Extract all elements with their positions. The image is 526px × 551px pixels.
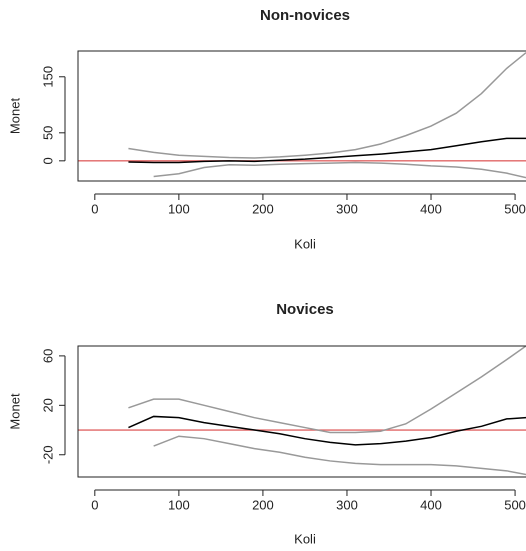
y-tick-label: 150 bbox=[40, 66, 55, 88]
y-tick-label: 50 bbox=[40, 126, 55, 140]
x-tick-label: 400 bbox=[420, 497, 442, 512]
x-tick-label: 200 bbox=[252, 497, 274, 512]
x-tick-label: 500 bbox=[504, 497, 526, 512]
x-tick-label: 0 bbox=[91, 201, 98, 216]
y-tick-label: -20 bbox=[40, 445, 55, 464]
x-tick-label: 100 bbox=[168, 201, 190, 216]
series-line bbox=[128, 137, 526, 164]
plot-frame bbox=[77, 345, 526, 478]
x-tick-label: 200 bbox=[252, 201, 274, 216]
x-axis-label: Koli bbox=[294, 236, 316, 251]
y-axis-label: Monet bbox=[7, 98, 22, 135]
y-tick-label: 60 bbox=[40, 349, 55, 363]
chart-title: Novices bbox=[276, 301, 334, 318]
x-axis-label: Koli bbox=[294, 531, 316, 546]
x-tick-label: 0 bbox=[91, 497, 98, 512]
series-line bbox=[128, 345, 526, 434]
series-line bbox=[128, 52, 526, 159]
series-line bbox=[128, 415, 526, 446]
x-tick-label: 300 bbox=[336, 497, 358, 512]
y-axis-label: Monet bbox=[7, 393, 22, 430]
y-tick-label: 20 bbox=[40, 398, 55, 412]
x-tick-label: 100 bbox=[168, 497, 190, 512]
series-line bbox=[153, 435, 526, 476]
x-tick-label: 300 bbox=[336, 201, 358, 216]
plot-frame bbox=[77, 50, 526, 182]
y-tick-label: 0 bbox=[40, 157, 55, 164]
chart-title: Non-novices bbox=[260, 7, 350, 24]
x-tick-label: 400 bbox=[420, 201, 442, 216]
series-line bbox=[153, 161, 526, 179]
x-tick-label: 500 bbox=[504, 201, 526, 216]
